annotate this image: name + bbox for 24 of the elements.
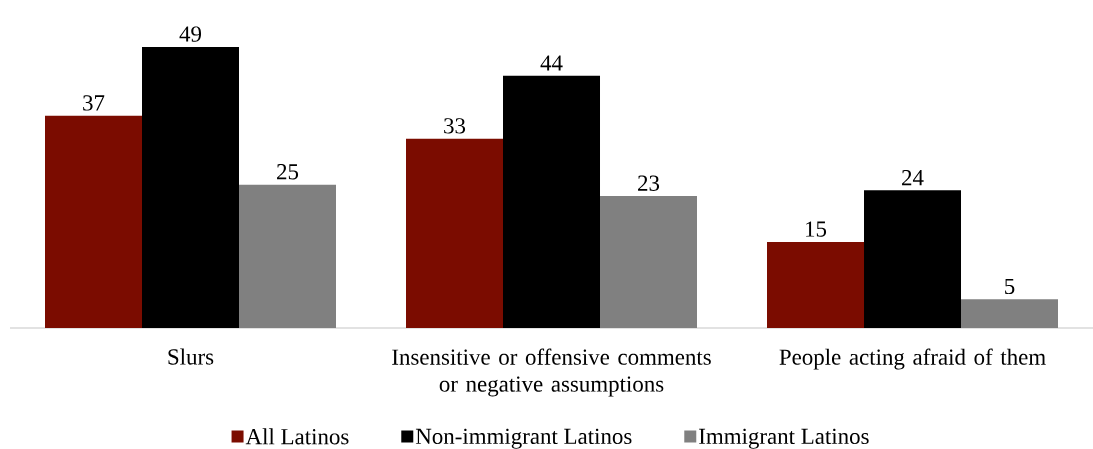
x-tick-label: Slurs bbox=[168, 348, 214, 365]
bar bbox=[45, 115, 142, 328]
data-label: 23 bbox=[638, 175, 660, 191]
x-tick-label: People acting afraid of them bbox=[779, 348, 1046, 370]
legend-label: All Latinos bbox=[245, 428, 349, 445]
data-label: 5 bbox=[1005, 278, 1015, 295]
bar bbox=[503, 75, 600, 328]
legend-label: Non-immigrant Latinos bbox=[415, 428, 632, 449]
bar bbox=[864, 190, 961, 328]
data-label: 25 bbox=[277, 164, 299, 180]
x-tick-label: Insensitive or offensive comments or negative assumptions bbox=[392, 348, 711, 397]
bar bbox=[142, 47, 239, 328]
data-label: 15 bbox=[806, 221, 827, 237]
data-label: 37 bbox=[83, 95, 105, 111]
bar bbox=[600, 196, 697, 328]
bar bbox=[239, 184, 336, 328]
bar bbox=[767, 241, 864, 328]
data-label: 49 bbox=[179, 26, 202, 42]
data-label: 33 bbox=[444, 118, 466, 134]
data-label: 44 bbox=[540, 55, 563, 71]
data-label: 24 bbox=[902, 169, 924, 186]
bar bbox=[406, 138, 503, 328]
bar bbox=[961, 299, 1058, 328]
legend-label: Immigrant Latinos bbox=[699, 428, 869, 449]
